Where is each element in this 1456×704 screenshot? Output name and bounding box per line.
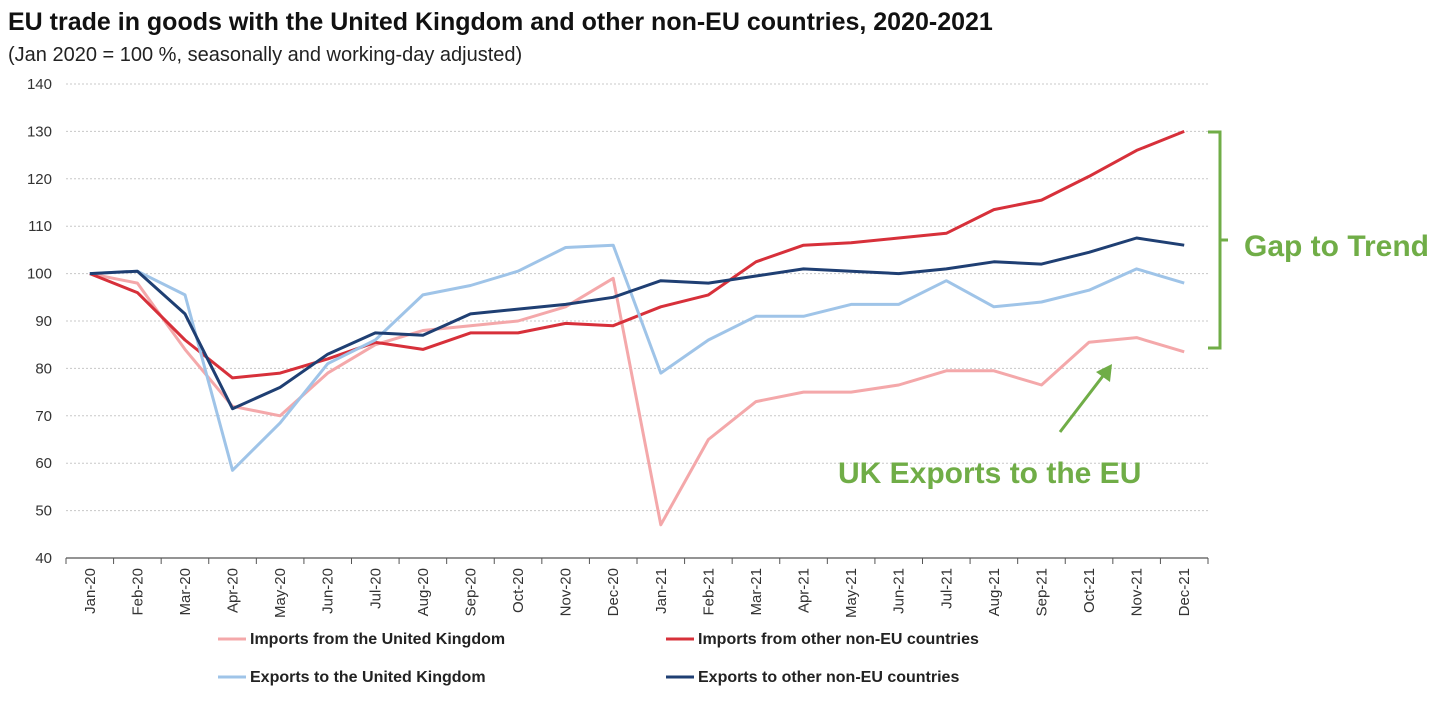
uk-exports-label: UK Exports to the EU xyxy=(838,457,1141,490)
y-tick-label: 40 xyxy=(35,550,52,567)
chart-subtitle: (Jan 2020 = 100 %, seasonally and workin… xyxy=(8,44,523,66)
annotations: Gap to Trend UK Exports to the EU xyxy=(838,130,1429,490)
x-tick-label: Sep-21 xyxy=(1033,568,1050,616)
legend-label: Imports from other non-EU countries xyxy=(698,631,979,648)
y-tick-label: 60 xyxy=(35,455,52,472)
x-tick-label: Aug-20 xyxy=(415,568,432,616)
x-tick-label: Feb-21 xyxy=(700,568,717,616)
x-tick-label: Dec-20 xyxy=(605,568,622,616)
series-line-imports-from-the-united-kingdom xyxy=(89,272,1185,527)
y-tick-label: 80 xyxy=(35,360,52,377)
x-tick-label: Oct-21 xyxy=(1081,568,1098,613)
x-tick-label: Oct-20 xyxy=(510,568,527,613)
y-tick-label: 140 xyxy=(27,76,52,93)
legend: Imports from the United Kingdom Imports f… xyxy=(218,631,979,686)
y-tick-label: 50 xyxy=(35,503,52,520)
x-tick-label: Jul-20 xyxy=(367,568,384,609)
x-tick-label: Jun-21 xyxy=(891,568,908,614)
gap-bracket xyxy=(1208,130,1228,350)
y-tick-label: 70 xyxy=(35,408,52,425)
x-tick-label: Mar-21 xyxy=(748,568,765,616)
x-tick-label: Dec-21 xyxy=(1176,568,1193,616)
annotation-arrow xyxy=(1058,371,1108,433)
x-tick-label: Jul-21 xyxy=(938,568,955,609)
x-tick-label: Nov-20 xyxy=(558,568,575,616)
axes: 40 50 60 70 80 90 100 110 120 130 140 Jan-20 Feb-20 M… xyxy=(27,76,1209,618)
x-tick-label: Feb-20 xyxy=(129,568,146,616)
x-tick-label: Jan-20 xyxy=(82,568,99,614)
chart-title: EU trade in goods with the United Kingdo… xyxy=(8,8,993,36)
x-tick-label: Mar-20 xyxy=(177,568,194,616)
series-line-imports-from-other-non-eu-countries xyxy=(89,130,1185,380)
series-line-exports-to-other-non-eu-countries xyxy=(89,236,1185,411)
legend-label: Imports from the United Kingdom xyxy=(250,631,505,648)
x-tick-label: May-21 xyxy=(843,568,860,618)
x-tick-label: Apr-20 xyxy=(225,568,242,613)
series-lines xyxy=(89,130,1185,527)
legend-label: Exports to the United Kingdom xyxy=(250,669,486,686)
x-tick-label: Jun-20 xyxy=(320,568,337,614)
legend-label: Exports to other non-EU countries xyxy=(698,669,959,686)
gap-to-trend-label: Gap to Trend xyxy=(1244,230,1429,263)
y-tick-label: 90 xyxy=(35,313,52,330)
x-tick-label: Aug-21 xyxy=(986,568,1003,616)
x-tick-label: Nov-21 xyxy=(1129,568,1146,616)
series-line-exports-to-the-united-kingdom xyxy=(89,243,1185,472)
x-tick-label: Sep-20 xyxy=(462,568,479,616)
x-tick-label: May-20 xyxy=(272,568,289,618)
grid-lines xyxy=(66,83,1208,512)
y-tick-label: 130 xyxy=(27,123,52,140)
y-tick-label: 110 xyxy=(28,218,52,235)
y-tick-label: 100 xyxy=(27,266,52,283)
x-tick-label: Jan-21 xyxy=(653,568,670,614)
annotation-arrow-head xyxy=(1096,364,1112,382)
x-tick-label: Apr-21 xyxy=(796,568,813,613)
y-tick-label: 120 xyxy=(27,171,52,188)
